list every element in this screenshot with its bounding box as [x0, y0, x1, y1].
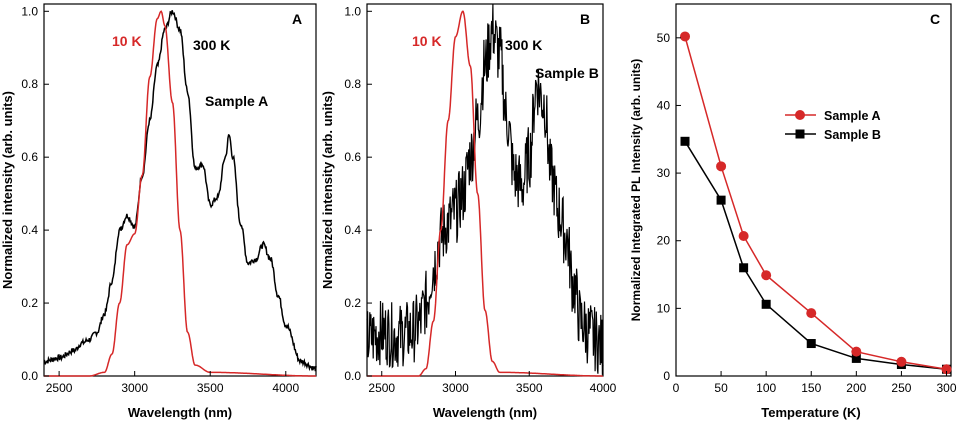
y-tick-label: 1.0 [344, 4, 361, 18]
data-point-sample-a [680, 31, 691, 42]
legend-label-sample-a: Sample A [824, 109, 881, 123]
legend-marker-sample-b [795, 129, 805, 139]
x-axis-title: Temperature (K) [761, 405, 860, 420]
markers-sample-b [680, 136, 951, 374]
series-line-10k [44, 10, 316, 377]
data-point-sample-a [941, 364, 952, 375]
x-axis: 2500 3000 3500 4000 [46, 381, 300, 395]
x-axis-title: Wavelength (nm) [433, 405, 537, 420]
y-tick-label: 0.0 [344, 369, 361, 383]
y-tick-label: 0.2 [344, 296, 361, 310]
y-tick-label: 0.8 [344, 77, 361, 91]
x-tick-label: 50 [714, 381, 728, 395]
annotation-10k: 10 K [412, 33, 442, 49]
y-axis-title: Normalized intensity (arb. units) [0, 91, 15, 289]
y-tick-label: 30 [657, 166, 671, 180]
y-tick-label: 0 [663, 369, 670, 383]
x-tick-label: 100 [756, 381, 776, 395]
data-point-sample-b [761, 299, 771, 309]
data-point-sample-a [716, 161, 727, 172]
y-tick-label: 0.0 [21, 369, 38, 383]
y-tick-label: 0.4 [21, 223, 38, 237]
y-tick-label: 40 [657, 98, 671, 112]
annotation-sample-b: Sample B [535, 65, 599, 81]
panel-b: 2500 3000 3500 4000 0.0 0.2 0.4 0.6 0.8 … [320, 3, 617, 420]
x-tick-label: 200 [846, 381, 866, 395]
legend: Sample A Sample B [785, 109, 881, 142]
x-tick-label: 2500 [46, 381, 73, 395]
x-tick-label: 3500 [516, 381, 543, 395]
data-point-sample-a [738, 230, 749, 241]
y-axis: 0.0 0.2 0.4 0.6 0.8 1.0 [344, 4, 361, 383]
legend-label-sample-b: Sample B [824, 128, 881, 142]
x-axis-title: Wavelength (nm) [128, 405, 232, 420]
annotation-300k: 300 K [505, 37, 542, 53]
panel-label-b: B [580, 11, 590, 27]
annotation-sample-a: Sample A [205, 93, 268, 109]
data-point-sample-a [806, 308, 817, 319]
panel-a: 2500 3000 3500 4000 0.0 0.2 0.4 0.6 0.8 … [0, 3, 317, 420]
y-tick-label: 0.6 [344, 150, 361, 164]
markers-sample-a [680, 31, 952, 375]
plot-frame [675, 3, 952, 377]
y-axis: 0 10 20 30 40 50 [657, 31, 671, 383]
series-line-sample-a [684, 36, 947, 370]
x-tick-label: 0 [673, 381, 680, 395]
data-point-sample-b [851, 353, 861, 363]
plot-frame [43, 3, 317, 377]
data-point-sample-a [851, 346, 862, 357]
x-tick-label: 4000 [272, 381, 299, 395]
series-line-300k [43, 10, 317, 372]
x-tick-label: 300 [936, 381, 956, 395]
y-axis-title: Normalized intensity (arb. units) [320, 91, 335, 289]
y-axis: 0.0 0.2 0.4 0.6 0.8 1.0 [21, 4, 38, 383]
x-tick-label: 2500 [368, 381, 395, 395]
x-axis: 0 50 100 150 200 250 300 [673, 381, 957, 395]
y-tick-label: 0.8 [21, 77, 38, 91]
y-tick-label: 0.4 [344, 223, 361, 237]
data-point-sample-b [739, 263, 749, 273]
y-tick-label: 1.0 [21, 4, 38, 18]
y-tick-label: 50 [657, 31, 671, 45]
annotation-300k: 300 K [193, 37, 230, 53]
legend-marker-sample-a [795, 110, 805, 120]
panel-label-c: C [930, 11, 940, 27]
panel-label-a: A [292, 11, 302, 27]
x-tick-label: 3000 [121, 381, 148, 395]
y-tick-label: 0.2 [21, 296, 38, 310]
panel-c: 0 50 100 150 200 250 300 0 10 20 30 40 5… [629, 3, 957, 420]
annotation-10k: 10 K [112, 33, 142, 49]
x-tick-label: 250 [891, 381, 911, 395]
data-point-sample-b [680, 136, 690, 146]
series-line-10k [367, 10, 603, 377]
x-tick-label: 3500 [197, 381, 224, 395]
x-axis: 2500 3000 3500 4000 [368, 381, 616, 395]
plot-frame [366, 3, 604, 377]
series-line-sample-b [684, 140, 947, 370]
y-tick-label: 10 [657, 301, 671, 315]
data-point-sample-b [716, 195, 726, 205]
x-tick-label: 150 [801, 381, 821, 395]
y-tick-label: 20 [657, 234, 671, 248]
series-line-300k [366, 3, 604, 375]
x-tick-label: 4000 [590, 381, 617, 395]
data-point-sample-b [806, 339, 816, 349]
data-point-sample-a [896, 356, 907, 367]
data-point-sample-a [761, 270, 772, 281]
y-axis-title: Normalized Integrated PL Intensity (arb.… [629, 59, 643, 321]
x-tick-label: 3000 [442, 381, 469, 395]
y-tick-label: 0.6 [21, 150, 38, 164]
